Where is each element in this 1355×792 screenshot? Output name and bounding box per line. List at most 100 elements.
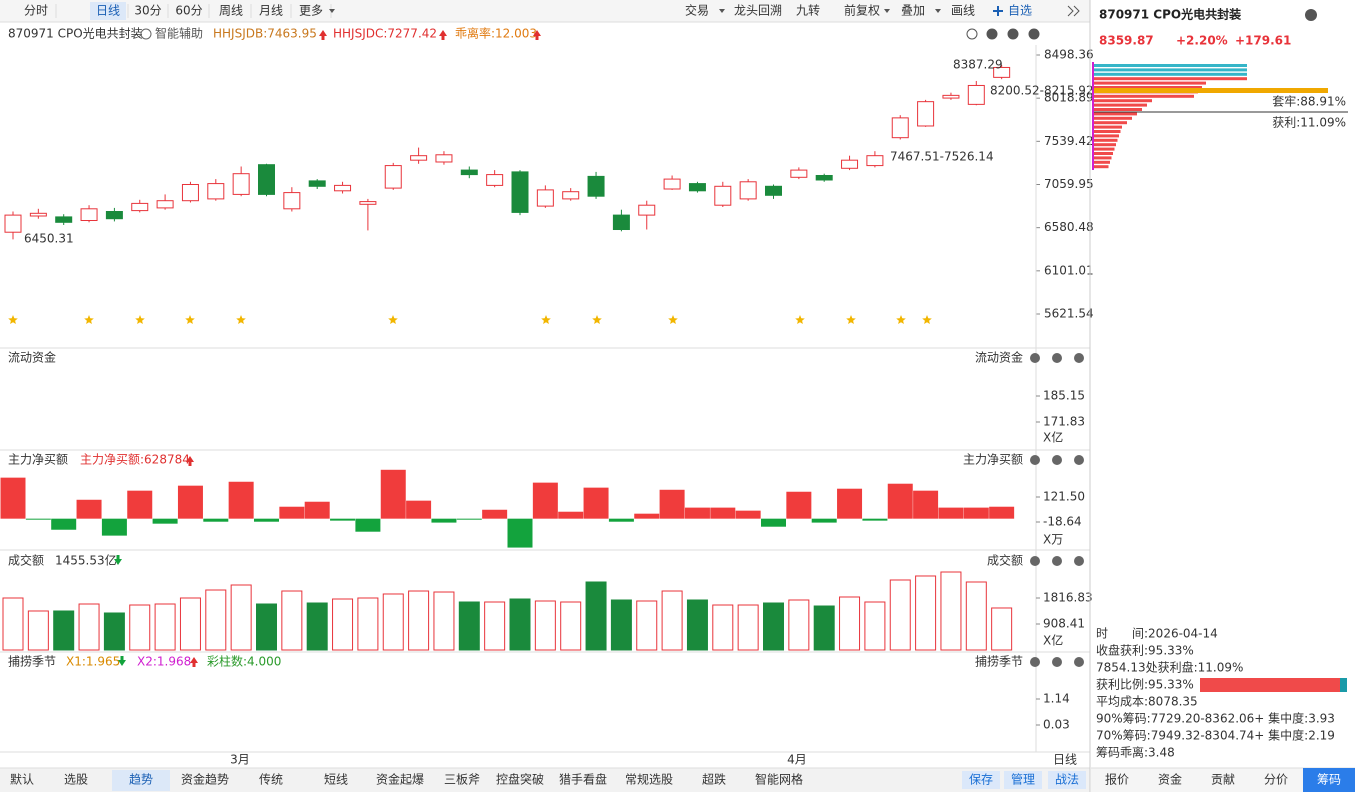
toolbar <box>0 0 1090 22</box>
volume-bar <box>560 601 582 651</box>
toolbar-button[interactable]: 自选 <box>1008 4 1032 18</box>
strategy-tab[interactable]: 资金起爆 <box>376 772 424 787</box>
action-button[interactable]: 保存 <box>969 773 993 787</box>
chip-info: 平均成本:8078.35 <box>1096 695 1198 709</box>
period-tab[interactable]: 30分 <box>134 4 161 18</box>
panel-icon[interactable] <box>1074 556 1084 566</box>
y-tick-label: 8018.89 <box>1044 91 1094 105</box>
label: 彩柱数:4.000 <box>207 654 281 669</box>
strategy-tab[interactable]: 默认 <box>10 772 34 787</box>
chip-bar <box>1092 108 1142 111</box>
toolbar-button[interactable]: 交易 <box>685 3 709 18</box>
chip-bar <box>1092 121 1127 125</box>
panel-icon[interactable] <box>1074 455 1084 465</box>
chip-bar <box>1092 125 1122 129</box>
dropdown-icon <box>719 9 725 13</box>
panel-icon[interactable] <box>1030 455 1040 465</box>
button-bg <box>1048 771 1086 789</box>
strategy-tab[interactable]: 三板斧 <box>444 773 480 787</box>
strategy-tab[interactable]: 猎手看盘 <box>559 772 607 787</box>
period-tab[interactable]: 更多 <box>299 4 323 18</box>
side-tab[interactable]: 报价 <box>1105 772 1129 787</box>
info-icon <box>1305 9 1317 21</box>
strategy-tab[interactable]: 资金趋势 <box>181 772 229 787</box>
net-buy-bar <box>304 501 330 519</box>
period-tab[interactable]: 周线 <box>219 4 243 18</box>
panel-icon[interactable] <box>1052 353 1062 363</box>
strategy-tab[interactable]: 趋势 <box>129 773 153 787</box>
toolbar-button[interactable]: 叠加 <box>901 4 925 18</box>
volume-bar <box>332 598 354 651</box>
panel-icon[interactable] <box>1052 556 1062 566</box>
panel-icon[interactable] <box>1030 353 1040 363</box>
volume-bar <box>433 591 455 651</box>
chart-control-icon[interactable] <box>986 28 998 40</box>
candle-body <box>993 66 1011 78</box>
volume-bar <box>357 597 379 651</box>
candle-body <box>80 208 98 222</box>
candle-body <box>359 201 377 205</box>
label: 870971 CPO光电共封装 <box>8 27 143 41</box>
volume-bar <box>256 603 277 651</box>
toolbar-button[interactable]: 九转 <box>796 3 820 18</box>
y-tick-label: 0.03 <box>1043 718 1070 732</box>
y-tick-label: 7539.42 <box>1044 134 1094 148</box>
net-buy-bar <box>330 518 356 521</box>
panel-icon[interactable] <box>1052 455 1062 465</box>
chip-bar <box>1092 138 1118 142</box>
side-tab[interactable]: 贡献 <box>1211 772 1235 787</box>
chip-info: 时 间:2026-04-14 <box>1096 627 1218 641</box>
side-tab[interactable]: 筹码 <box>1317 773 1341 787</box>
side-tab[interactable]: 分价 <box>1264 773 1288 787</box>
arrow-icon <box>190 657 198 667</box>
panel-icon[interactable] <box>1074 657 1084 667</box>
strategy-tab[interactable]: 选股 <box>64 773 88 787</box>
period-tab[interactable]: 分时 <box>24 4 48 18</box>
strategy-tab[interactable]: 超跌 <box>702 772 726 787</box>
y-tick-label: 8498.36 <box>1044 48 1094 62</box>
signal-star <box>896 315 906 324</box>
x-tick-label: 4月 <box>787 753 807 767</box>
y-tick-label: 121.50 <box>1043 490 1085 504</box>
strategy-tab[interactable]: 智能网格 <box>755 772 803 787</box>
volume-bar <box>382 593 404 651</box>
label: 流动资金 <box>8 350 56 365</box>
net-buy-bar <box>228 481 254 519</box>
panel-icon[interactable] <box>1074 353 1084 363</box>
label: 获利:11.09% <box>1272 116 1346 130</box>
profit-ratio-bar <box>1200 678 1340 692</box>
toolbar-button[interactable]: 前复权 <box>844 3 880 18</box>
strategy-tab[interactable]: 控盘突破 <box>496 772 544 787</box>
strategy-tab[interactable]: 短线 <box>324 773 348 787</box>
panel-icon[interactable] <box>1030 556 1040 566</box>
action-button[interactable]: 战法 <box>1055 773 1079 787</box>
strategy-tab[interactable]: 常规选股 <box>625 772 673 787</box>
period-tab[interactable]: 60分 <box>175 4 202 18</box>
net-buy-bar <box>989 506 1015 519</box>
action-button[interactable]: 管理 <box>1011 772 1035 787</box>
chart-control-icon[interactable] <box>1028 28 1040 40</box>
net-buy-bar <box>811 518 837 523</box>
chip-bar <box>1092 156 1112 160</box>
label: +2.20% <box>1176 34 1228 48</box>
panel-icon[interactable] <box>1030 657 1040 667</box>
candle-body <box>486 174 504 186</box>
chip-bar <box>1092 165 1109 169</box>
strategy-tab[interactable]: 传统 <box>259 772 283 787</box>
toolbar-button[interactable]: 龙头回溯 <box>734 3 782 18</box>
label: 智能辅助 <box>155 26 203 41</box>
net-buy-bar <box>558 511 584 519</box>
panel-icon[interactable] <box>1052 657 1062 667</box>
chart-control-icon[interactable] <box>1007 28 1019 40</box>
period-tab[interactable]: 月线 <box>259 4 283 18</box>
signal-star <box>592 315 602 324</box>
volume-bar <box>965 581 987 651</box>
toolbar-button[interactable]: 画线 <box>951 4 975 18</box>
period-tab[interactable]: 日线 <box>96 4 120 18</box>
net-buy-bar <box>684 507 710 519</box>
side-tab[interactable]: 资金 <box>1158 772 1182 787</box>
net-buy-bar <box>710 507 736 519</box>
candle-body <box>612 214 630 231</box>
chart-control-icon[interactable] <box>966 28 978 40</box>
